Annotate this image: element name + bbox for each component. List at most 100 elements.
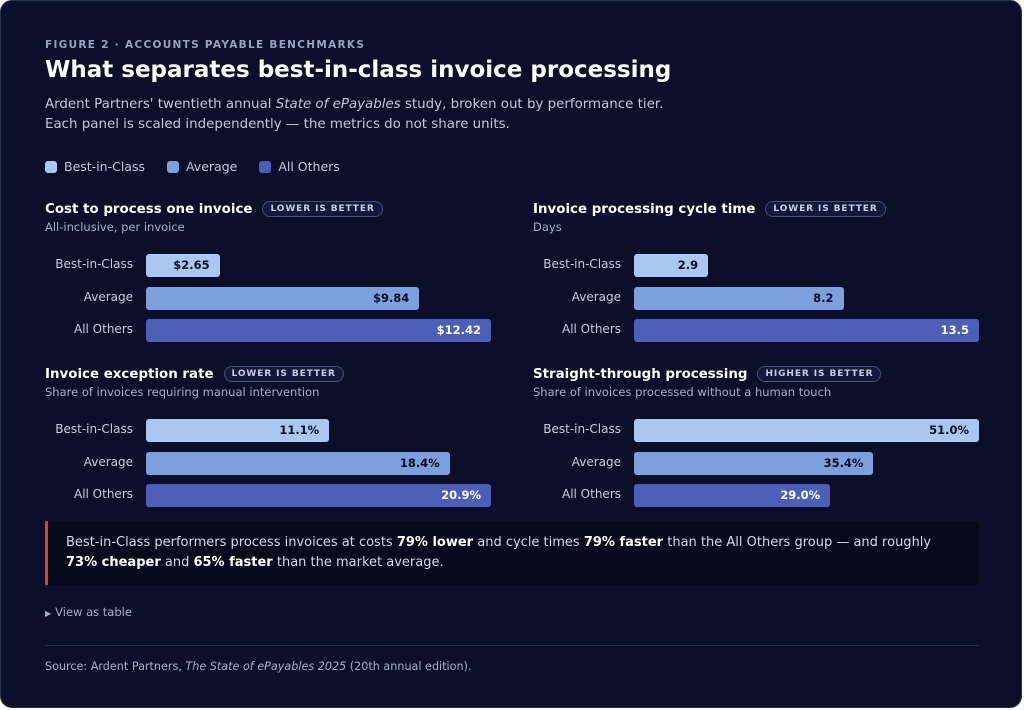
subtitle-text: Ardent Partners' twentieth annual <box>45 97 276 112</box>
bar-track: 2.9 <box>634 254 979 277</box>
bar-row: Average 35.4% <box>533 451 993 475</box>
bar-value-label: 18.4% <box>399 455 440 470</box>
source-text: Source: Ardent Partners, <box>45 660 186 673</box>
bar: $9.84 <box>146 286 420 310</box>
bar-track: 20.9% <box>146 484 491 507</box>
key-finding-callout: Best-in-Class performers process invoice… <box>45 521 979 585</box>
panel-title: Invoice exception rate <box>45 366 214 382</box>
bar-rows: Best-in-Class 11.1% Average 18.4% All Others… <box>45 419 505 507</box>
figure-subtitle: Ardent Partners' twentieth annual State … <box>45 95 945 135</box>
bar-row: Best-in-Class 11.1% <box>45 419 505 442</box>
category-label: Average <box>83 289 133 304</box>
figure-title: What separates best-in-class invoice pro… <box>45 57 672 83</box>
bar-track: 13.5 <box>634 319 979 342</box>
bar-row: Average $9.84 <box>45 286 505 310</box>
callout-text: Best-in-Class performers process invoice… <box>66 535 397 550</box>
category-label: Average <box>571 289 621 304</box>
bar-value-label: 51.0% <box>929 423 969 437</box>
bar: 29.0% <box>634 484 831 507</box>
source-text: (20th annual edition). <box>346 660 472 673</box>
panel-cycle-time: Invoice processing cycle time LOWER IS B… <box>533 200 993 352</box>
panel-title: Cost to process one invoice <box>45 201 253 217</box>
source-publication: The State of ePayables 2025 <box>185 660 347 673</box>
bar-row: All Others 20.9% <box>45 484 505 507</box>
bar-row: All Others $12.42 <box>45 319 505 342</box>
legend-label: Average <box>185 159 238 174</box>
bar: 2.9 <box>634 254 709 277</box>
bar: 51.0% <box>634 419 979 442</box>
legend-swatch <box>259 160 272 173</box>
panel-subtitle: Share of invoices requiring manual inter… <box>45 385 320 399</box>
bar-value-label: 20.9% <box>441 488 481 502</box>
legend-item-all-others: All Others <box>259 159 340 174</box>
panel-title: Straight-through processing <box>533 366 748 382</box>
bar-track: $2.65 <box>146 254 491 277</box>
callout-text: than the All Others group — and roughly <box>663 535 932 550</box>
bar-value-label: 11.1% <box>279 423 320 437</box>
category-label: All Others <box>73 487 133 501</box>
panel-subtitle: Share of invoices processed without a hu… <box>533 385 832 399</box>
callout-highlight: 65% faster <box>193 555 273 570</box>
bar: 8.2 <box>634 286 844 310</box>
bar-value-label: $2.65 <box>173 258 210 272</box>
legend-swatch <box>166 160 179 173</box>
panel-cost-per-invoice: Cost to process one invoice LOWER IS BET… <box>45 200 505 352</box>
category-label: All Others <box>73 322 133 336</box>
bar-track: 11.1% <box>146 419 491 442</box>
direction-badge: LOWER IS BETTER <box>223 366 344 382</box>
bar: $12.42 <box>146 319 491 342</box>
subtitle-note: Each panel is scaled independently — the… <box>45 117 510 132</box>
callout-text: and cycle times <box>473 535 584 550</box>
panel-title: Invoice processing cycle time <box>533 201 756 217</box>
panel-exception-rate: Invoice exception rate LOWER IS BETTER S… <box>45 365 505 517</box>
subtitle-text: study, broken out by performance tier. <box>400 97 664 112</box>
category-label: All Others <box>561 322 621 336</box>
callout-text: than the market average. <box>272 555 444 570</box>
bar: 11.1% <box>146 419 330 442</box>
direction-badge: LOWER IS BETTER <box>262 201 383 217</box>
callout-highlight: 73% cheaper <box>66 555 161 570</box>
bar-track: 18.4% <box>146 451 491 475</box>
category-label: Best-in-Class <box>543 257 621 271</box>
legend-label: All Others <box>278 159 340 174</box>
bar-value-label: $9.84 <box>372 290 410 305</box>
source-note: Source: Ardent Partners, The State of eP… <box>45 660 472 673</box>
bar-track: 51.0% <box>634 419 979 442</box>
bar-row: Best-in-Class 51.0% <box>533 419 993 442</box>
bar-value-label: 35.4% <box>823 455 864 470</box>
bar: 13.5 <box>634 319 979 342</box>
bar-value-label: $12.42 <box>436 323 481 337</box>
callout-highlight: 79% faster <box>583 535 664 550</box>
callout-text: and <box>160 555 194 570</box>
category-label: Average <box>83 454 133 469</box>
category-label: Best-in-Class <box>543 422 621 436</box>
bar-row: All Others 13.5 <box>533 319 993 342</box>
figure-eyebrow: FIGURE 2 · ACCOUNTS PAYABLE BENCHMARKS <box>45 39 366 51</box>
panel-subtitle: All-inclusive, per invoice <box>45 220 185 234</box>
bar: 20.9% <box>146 484 491 507</box>
category-label: Best-in-Class <box>55 422 133 436</box>
category-label: Best-in-Class <box>55 257 133 271</box>
bar-rows: Best-in-Class 2.9 Average 8.2 All Others 13.5 <box>533 254 993 342</box>
bar-track: 8.2 <box>634 286 979 310</box>
bar-row: Best-in-Class $2.65 <box>45 254 505 277</box>
legend-item-average: Average <box>166 159 238 174</box>
callout-highlight: 79% lower <box>396 535 474 550</box>
bar-row: All Others 29.0% <box>533 484 993 507</box>
bar: 18.4% <box>146 451 450 475</box>
panel-straight-through: Straight-through processing HIGHER IS BE… <box>533 365 993 517</box>
bar-track: 29.0% <box>634 484 979 507</box>
bar: 35.4% <box>634 451 874 475</box>
panel-subtitle: Days <box>533 220 562 234</box>
category-label: All Others <box>561 487 621 501</box>
subtitle-study-name: State of ePayables <box>275 97 401 112</box>
legend: Best-in-Class Average All Others <box>45 159 340 174</box>
divider <box>45 645 979 646</box>
bar-rows: Best-in-Class 51.0% Average 35.4% All Others… <box>533 419 993 507</box>
bar-track: 35.4% <box>634 451 979 475</box>
bar-value-label: 13.5 <box>940 323 969 337</box>
view-as-table-toggle[interactable]: ▶ View as table <box>45 605 132 619</box>
category-label: Average <box>571 454 621 469</box>
bar-track: $9.84 <box>146 286 491 310</box>
